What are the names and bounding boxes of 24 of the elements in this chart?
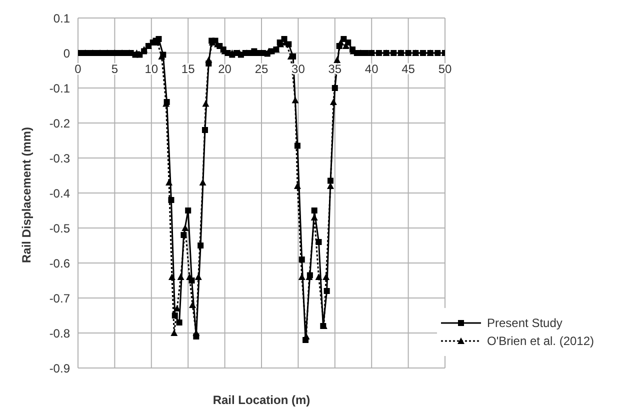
- x-tick-label: 20: [218, 62, 232, 76]
- y-tick-label: -0.4: [49, 186, 70, 200]
- y-tick-label: -0.8: [49, 326, 70, 340]
- y-tick-label: -0.2: [49, 116, 70, 130]
- legend-label: Present Study: [487, 316, 562, 330]
- x-tick-label: 25: [254, 62, 268, 76]
- x-tick-label: 50: [438, 62, 452, 76]
- x-tick-label: 45: [402, 62, 416, 76]
- y-tick-label: -0.3: [49, 151, 70, 166]
- x-tick-label: 10: [144, 62, 158, 76]
- x-tick-label: 40: [364, 62, 379, 76]
- y-tick-label: -0.1: [49, 81, 70, 96]
- legend-label: O'Brien et al. (2012): [487, 334, 594, 348]
- y-tick-label: 0: [63, 46, 70, 60]
- y-tick-label: -0.9: [49, 361, 70, 376]
- y-tick-label: -0.5: [49, 221, 70, 236]
- x-tick-label: 5: [111, 62, 118, 76]
- x-axis-title: Rail Location (m): [212, 393, 310, 407]
- x-tick-label: 15: [181, 62, 196, 76]
- y-tick-label: -0.7: [49, 291, 70, 306]
- x-tick-label: 0: [74, 62, 82, 76]
- y-tick-label: 0.1: [53, 11, 70, 26]
- y-tick-label: -0.6: [49, 256, 70, 270]
- y-axis-title: Rail Displacement (mm): [19, 126, 34, 263]
